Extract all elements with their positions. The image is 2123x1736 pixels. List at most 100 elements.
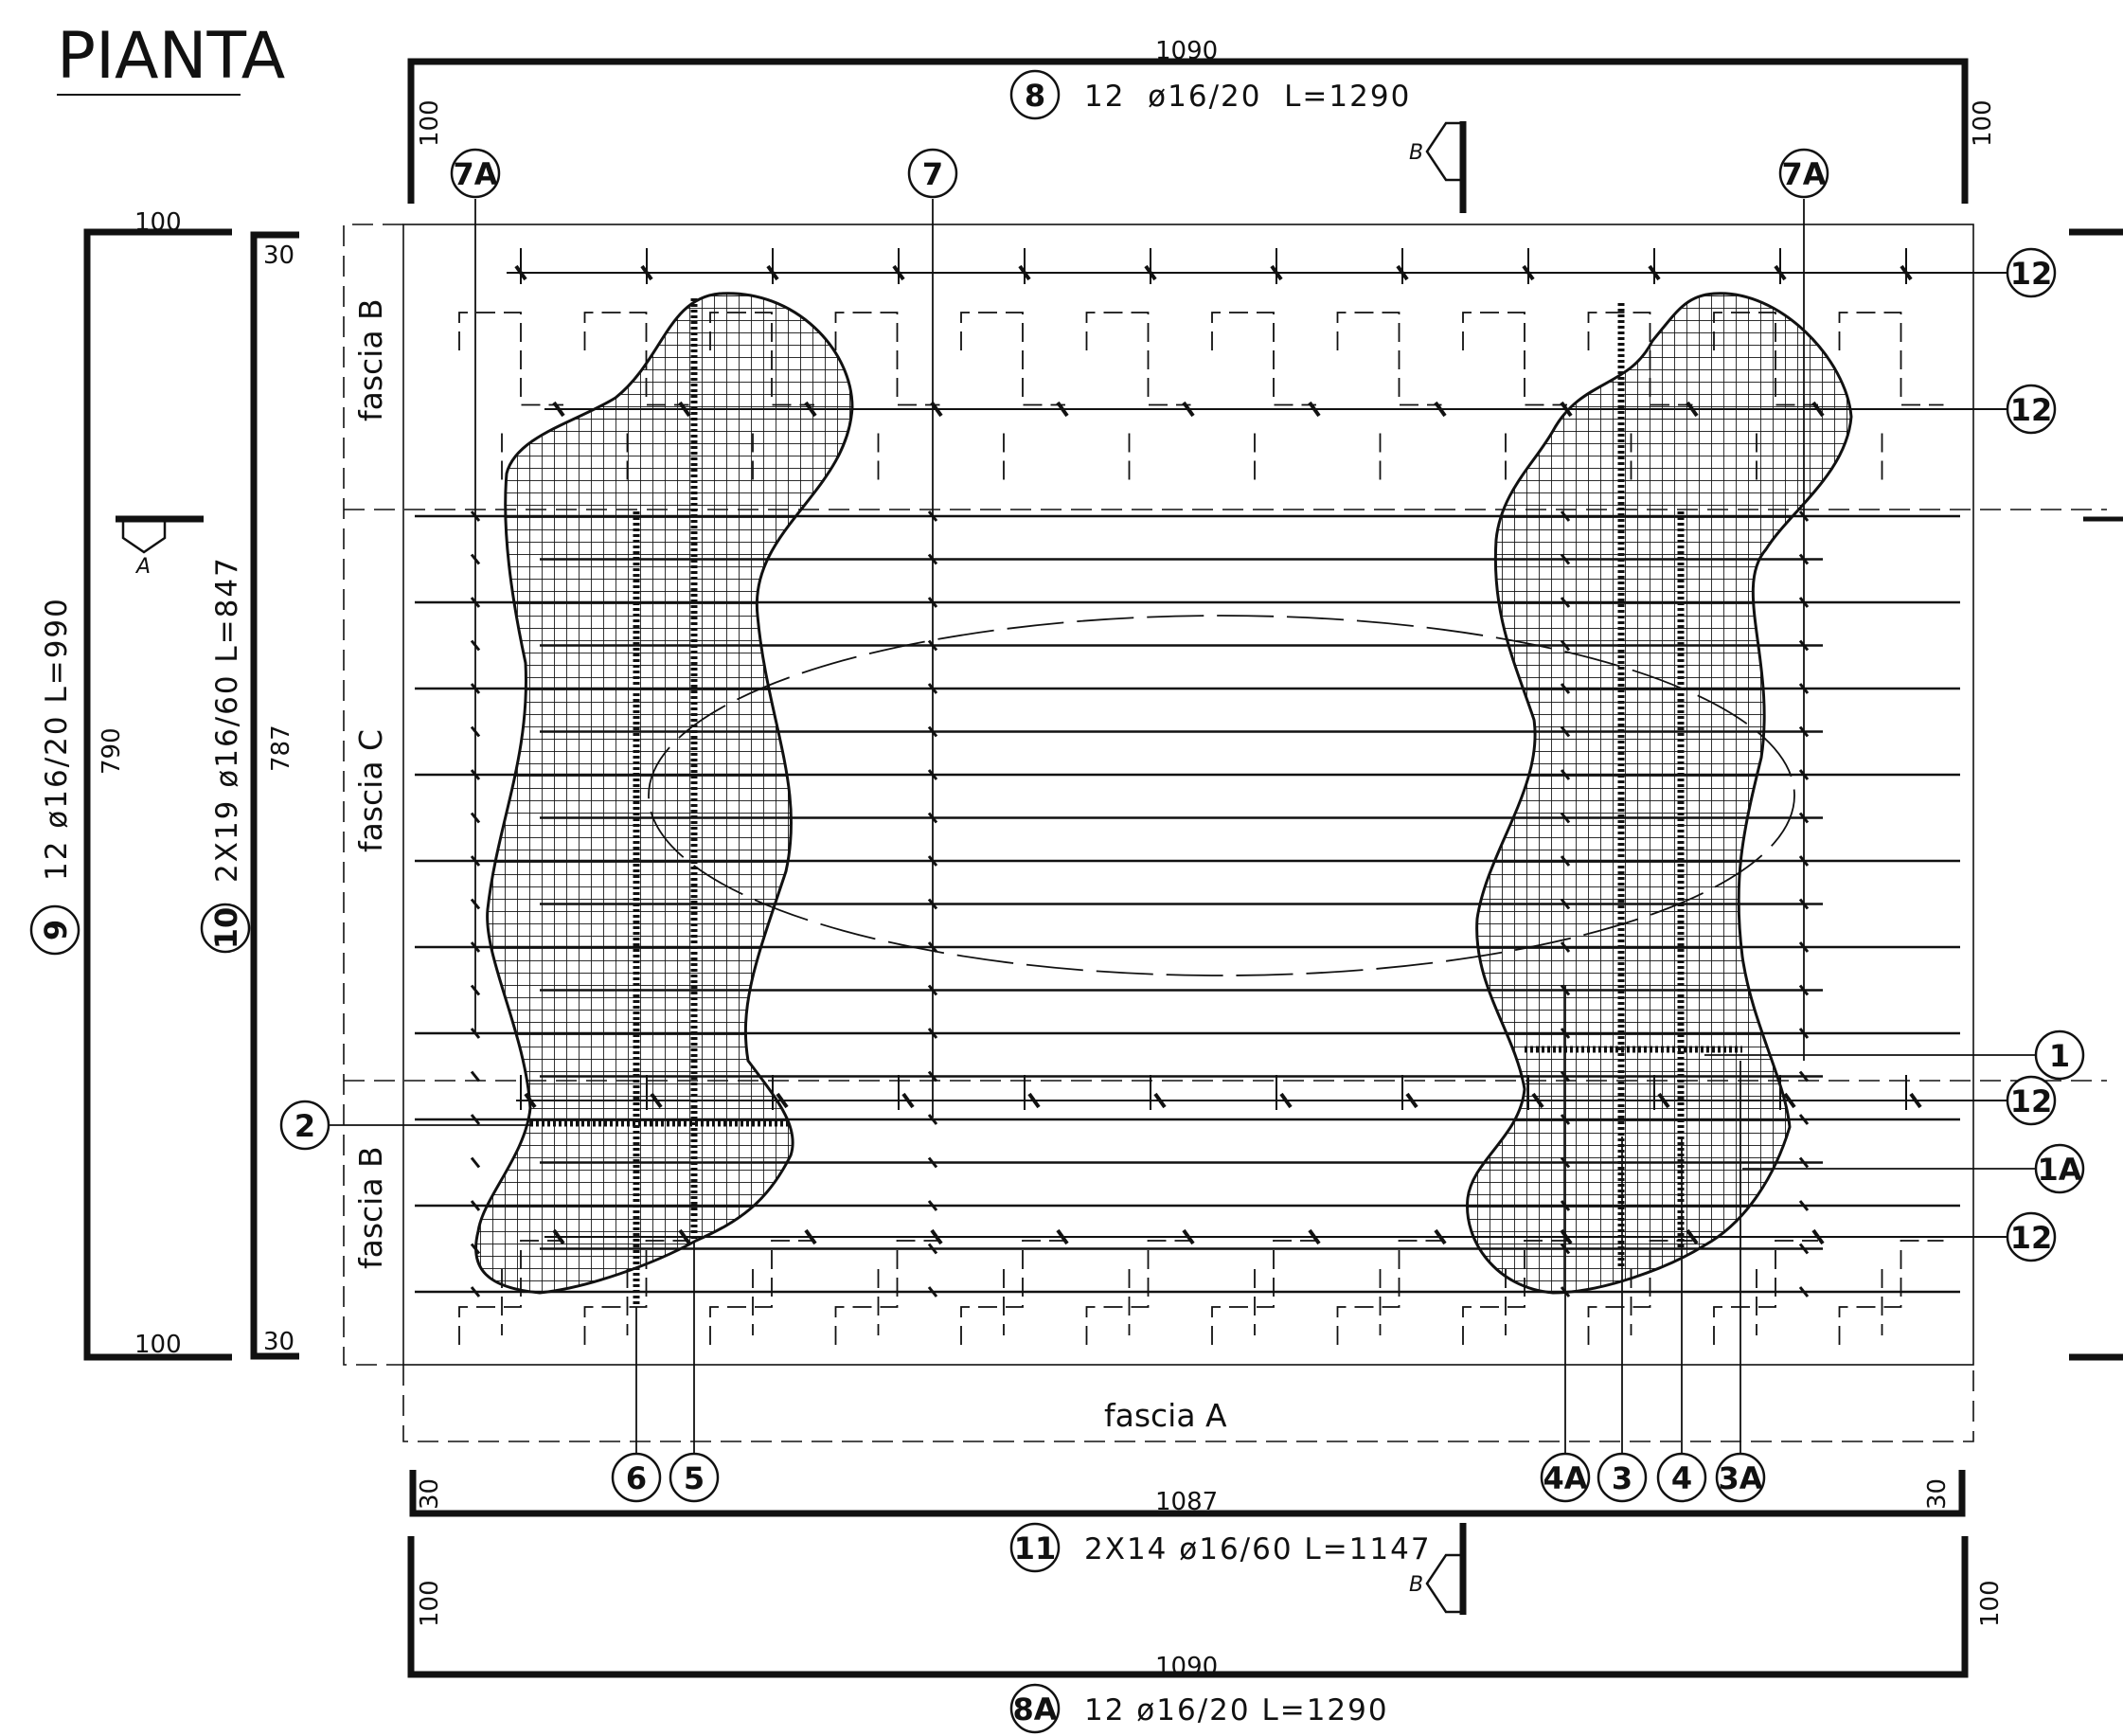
bar-12-tick xyxy=(1434,401,1447,418)
bar-11-spec: 2X14 ø16/60 L=1147 xyxy=(1084,1532,1432,1566)
bar-12-tick xyxy=(1783,1092,1796,1109)
rebar-tick xyxy=(1798,1243,1810,1255)
bar-12-tick xyxy=(1308,1228,1321,1245)
rebar-tick xyxy=(927,1286,938,1298)
marker-2: 2 xyxy=(294,1108,315,1144)
bar-10: 30 30 787 10 2X19 ø16/60 L=847 xyxy=(200,231,299,1360)
bar-8a-marker-label: 8A xyxy=(1012,1691,1057,1727)
stirrup xyxy=(1211,312,1316,406)
fascia-b-bottom-label: fascia B xyxy=(352,1146,389,1269)
rebar-tick xyxy=(470,1070,481,1083)
bottom-length: 1090 xyxy=(1155,1653,1218,1681)
stirrup xyxy=(960,1240,1065,1345)
marker-7a-left: 7A xyxy=(453,156,497,192)
position-markers xyxy=(279,148,2085,1503)
stirrup xyxy=(1085,312,1191,406)
stirrup xyxy=(458,312,563,406)
bar-12-tick xyxy=(1279,1092,1293,1109)
bar-9-marker-label: 9 xyxy=(38,920,74,940)
mesh-zone-right xyxy=(1466,292,1853,1295)
fascia-b-top-label: fascia B xyxy=(352,298,389,421)
stirrup xyxy=(960,312,1065,406)
bar-12-tick xyxy=(804,1228,817,1245)
bar-12-tick xyxy=(1027,1092,1041,1109)
stirrup xyxy=(1336,312,1442,406)
bar-12-tick xyxy=(1056,1228,1069,1245)
marker-3: 3 xyxy=(1612,1460,1632,1496)
rebar-tick xyxy=(1798,1114,1810,1125)
section-a-label: A xyxy=(134,555,151,579)
marker-12-first: 12 xyxy=(2010,256,2053,292)
marker-12-third: 12 xyxy=(2010,1083,2053,1119)
bar-9: 100 100 790 9 12 ø16/20 L=990 xyxy=(29,208,232,1361)
bar-12-tick xyxy=(1153,1092,1167,1109)
bar-8: 1090 100 100 8 12 ø16/20 L=1290 xyxy=(407,37,1997,204)
rebar-tick xyxy=(1798,1286,1810,1298)
bar11-hook-right: 30 xyxy=(1923,1478,1952,1510)
bar-12-tick xyxy=(552,401,565,418)
bar-12-tick xyxy=(776,1092,789,1109)
stirrup xyxy=(1713,1240,1818,1345)
section-b-bottom: B xyxy=(1409,1523,1467,1615)
marker-3a: 3A xyxy=(1718,1460,1762,1496)
bar-8a-spec: 12 ø16/20 L=1290 xyxy=(1084,1693,1389,1727)
stirrup xyxy=(834,1240,940,1345)
stirrup xyxy=(709,1240,814,1345)
fascia-c-label: fascia C xyxy=(352,729,389,852)
section-b-top-label: B xyxy=(1409,141,1423,165)
bar-12-tick xyxy=(1308,401,1321,418)
rebar-tick xyxy=(1798,1200,1810,1211)
rebar-tick xyxy=(927,1200,938,1211)
inner-hook-bottom: 30 xyxy=(263,1328,294,1356)
inner-hook-top: 30 xyxy=(263,242,294,270)
rebar-tick xyxy=(470,1200,481,1211)
marker-7: 7 xyxy=(922,156,943,192)
marker-4: 4 xyxy=(1671,1460,1692,1496)
bar-8-spec: 12 ø16/20 L=1290 xyxy=(1084,80,1411,114)
rebar-tick xyxy=(470,1028,481,1039)
top-length: 1090 xyxy=(1155,37,1218,65)
mesh-zone-left xyxy=(474,292,854,1295)
bar-12-tick xyxy=(1405,1092,1418,1109)
stirrup xyxy=(1462,312,1567,406)
leader-lines xyxy=(327,985,2036,1454)
dense-rebars xyxy=(530,298,1742,1307)
slab-outline xyxy=(343,224,2107,1442)
rebar-tick xyxy=(927,1114,938,1125)
bottom-hook-left: 100 xyxy=(416,1580,444,1627)
bar-10-spec: 2X19 ø16/60 L=847 xyxy=(210,556,244,883)
stirrup xyxy=(1085,1240,1191,1345)
marker-5: 5 xyxy=(684,1460,705,1496)
stirrup xyxy=(1336,1240,1442,1345)
stirrup xyxy=(834,312,940,406)
bar-12-tick xyxy=(1811,1228,1825,1245)
bar-10-marker-label: 10 xyxy=(208,907,244,950)
stirrup xyxy=(1838,312,1944,406)
dashed-ellipse xyxy=(648,615,1795,976)
marker-12-fourth: 12 xyxy=(2010,1220,2053,1256)
section-b-top: B xyxy=(1409,121,1467,213)
bar-11-marker-label: 11 xyxy=(1014,1530,1057,1566)
top-hook-right: 100 xyxy=(1969,99,1997,147)
bar11-length: 1087 xyxy=(1155,1488,1218,1516)
bar-right-edge xyxy=(2069,228,2123,1361)
rebar-tick xyxy=(927,1156,938,1169)
rebar-tick xyxy=(1798,1070,1810,1083)
marker-12-second: 12 xyxy=(2010,392,2053,428)
bar-12-tick xyxy=(930,401,943,418)
rebar-tick xyxy=(470,1114,481,1125)
marker-7a-right: 7A xyxy=(1781,156,1826,192)
marker-6: 6 xyxy=(626,1460,647,1496)
bar-12-tick xyxy=(1434,1228,1447,1245)
bar-12-tick xyxy=(1182,1228,1195,1245)
bar-11-marker xyxy=(1009,1522,1061,1573)
section-a: A xyxy=(116,515,204,579)
bar-12-tick xyxy=(1182,401,1195,418)
bar-12-tick xyxy=(930,1228,943,1245)
bar-12-tick xyxy=(901,1092,915,1109)
left-hook-top: 100 xyxy=(134,208,182,237)
marker-4a: 4A xyxy=(1543,1460,1587,1496)
stirrup xyxy=(1838,1240,1944,1345)
bar-8-marker xyxy=(1009,69,1061,120)
